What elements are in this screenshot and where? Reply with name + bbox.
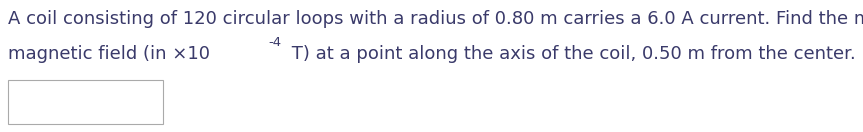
Bar	[8, 80, 163, 124]
Text: A coil consisting of 120 circular loops with a radius of 0.80 m carries a 6.0 A : A coil consisting of 120 circular loops …	[8, 10, 863, 28]
Text: T) at a point along the axis of the coil, 0.50 m from the center.: T) at a point along the axis of the coil…	[286, 45, 855, 63]
Text: magnetic field (in ×10: magnetic field (in ×10	[8, 45, 210, 63]
Text: -4: -4	[268, 36, 282, 49]
